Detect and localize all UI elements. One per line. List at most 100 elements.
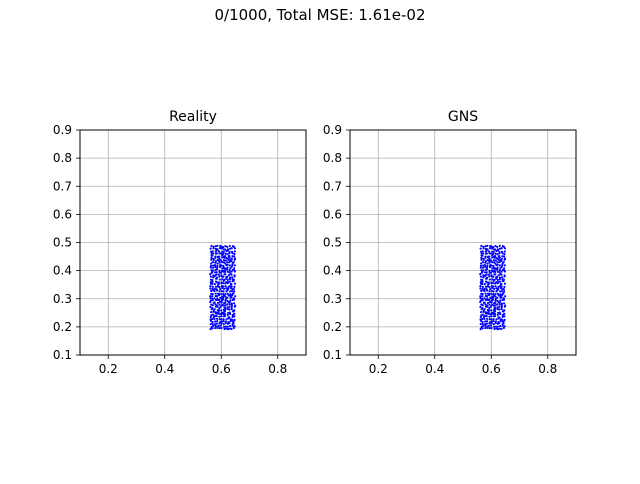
particle-point	[498, 305, 501, 308]
particle-point	[496, 253, 499, 256]
particle-point	[480, 289, 483, 293]
particle-point	[226, 266, 229, 269]
particle-point	[218, 246, 222, 250]
particle-point	[494, 259, 497, 262]
particle-point	[492, 275, 495, 278]
particle-point	[490, 301, 493, 304]
particle-point	[223, 325, 226, 328]
particle-point	[221, 295, 224, 298]
particle-point	[230, 296, 233, 299]
particle-point	[483, 301, 486, 304]
particle-point	[224, 244, 227, 248]
particle-point	[482, 252, 485, 255]
particle-point	[214, 245, 217, 248]
particle-point	[489, 259, 493, 262]
particle-point	[218, 257, 221, 261]
particle-point	[503, 318, 506, 321]
particle-point	[493, 278, 496, 281]
particle-point	[500, 265, 503, 268]
particle-point	[224, 304, 227, 307]
particle-point	[233, 255, 236, 258]
particle-point	[485, 322, 488, 325]
particle-point	[500, 270, 503, 273]
particle-point	[232, 320, 235, 323]
particle-point	[226, 245, 229, 249]
particle-point	[233, 253, 236, 256]
particle-point	[215, 268, 219, 271]
particle-point	[489, 324, 493, 327]
particle-point	[215, 276, 219, 279]
particle-point	[224, 301, 227, 304]
particle-point	[227, 274, 230, 277]
particle-point	[503, 325, 506, 328]
subplot-gns: 0.2 0.4 0.6 0.8 0.1 0.2 0.3 0.4 0.5 0.6 0.7 0.8 0.9 G…	[323, 109, 577, 376]
particle-point	[499, 293, 502, 296]
particle-point	[226, 278, 229, 281]
particle-point	[233, 267, 236, 270]
particle-point	[212, 245, 215, 248]
particle-point	[495, 287, 498, 290]
particle-point	[233, 309, 236, 312]
particle-point	[503, 253, 506, 256]
particle-point	[492, 282, 495, 285]
particle-point	[497, 287, 500, 291]
y-tick-label: 0.9	[323, 123, 342, 137]
particle-point	[500, 302, 503, 305]
particle-point	[479, 275, 482, 278]
particle-point	[231, 318, 234, 321]
particle-point	[228, 254, 231, 258]
particle-point	[483, 290, 486, 293]
particle-point	[211, 293, 214, 296]
particle-point	[211, 295, 214, 298]
particle-point	[213, 308, 216, 311]
particle-point	[502, 287, 505, 291]
particle-point	[228, 305, 231, 308]
particle-point	[494, 304, 497, 307]
particle-point	[209, 264, 213, 267]
particle-point	[228, 268, 231, 272]
particle-point	[481, 261, 485, 264]
particle-point	[222, 290, 225, 293]
particle-point	[502, 245, 505, 248]
particle-point	[482, 257, 485, 260]
particle-point	[496, 275, 499, 279]
particle-point	[232, 322, 235, 325]
particle-point	[488, 246, 492, 250]
particle-point	[494, 244, 497, 248]
particle-point	[481, 306, 484, 310]
particle-point	[231, 313, 234, 317]
particle-point	[212, 324, 215, 327]
particle-point	[498, 244, 501, 248]
particle-point	[226, 275, 229, 279]
particle-point	[497, 321, 500, 324]
particle-point	[480, 314, 483, 317]
particle-point	[217, 309, 221, 312]
particle-point	[496, 325, 500, 328]
particle-point	[217, 310, 220, 314]
particle-point	[220, 318, 223, 321]
particle-point	[492, 285, 495, 288]
particle-point	[481, 322, 484, 326]
particle-point	[224, 306, 227, 310]
particle-point	[480, 252, 483, 255]
particle-point	[503, 290, 506, 293]
particle-point	[496, 313, 499, 316]
particle-point	[498, 276, 502, 279]
particle-point	[485, 281, 489, 284]
particle-point	[481, 280, 484, 283]
particle-point	[209, 322, 212, 326]
particle-point	[220, 281, 223, 284]
particle-point	[492, 250, 495, 253]
particle-point	[499, 319, 502, 323]
particle-point	[211, 306, 214, 310]
particle-point	[494, 306, 497, 310]
particle-point	[214, 326, 217, 330]
particle-point	[495, 281, 498, 284]
particle-point	[503, 250, 506, 253]
particle-point	[222, 304, 225, 307]
particle-point	[219, 292, 223, 296]
particle-point	[490, 311, 494, 314]
particle-point	[209, 315, 212, 319]
particle-point	[496, 328, 500, 331]
particle-point	[220, 301, 223, 304]
